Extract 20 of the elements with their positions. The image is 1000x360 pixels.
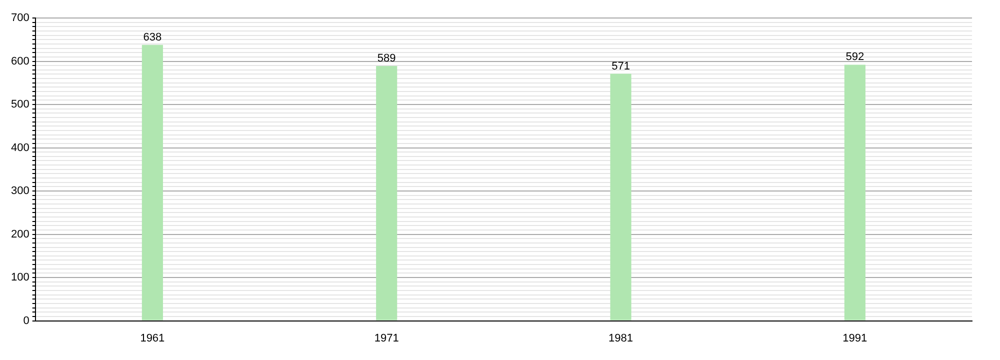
data-label: 589 — [377, 52, 396, 65]
y-tick-label: 500 — [10, 98, 30, 111]
data-label: 592 — [846, 51, 864, 64]
data-label: 638 — [143, 31, 162, 44]
y-tick-label: 700 — [10, 12, 30, 24]
data-label: 571 — [612, 60, 630, 72]
y-tick-label: 400 — [10, 142, 30, 154]
x-tick-label: 1991 — [842, 332, 868, 344]
x-tick-label: 1961 — [140, 332, 165, 344]
y-tick-label: 600 — [10, 55, 30, 68]
y-tick-label: 300 — [10, 185, 30, 198]
bar — [142, 44, 163, 320]
x-tick-label: 1981 — [608, 332, 633, 344]
y-tick-label: 0 — [23, 314, 30, 327]
y-tick-label: 100 — [10, 272, 30, 284]
bar — [844, 64, 866, 320]
x-tick-label: 1971 — [374, 332, 399, 344]
bar — [376, 66, 398, 320]
bar — [610, 74, 632, 320]
y-tick-label: 200 — [10, 228, 30, 240]
